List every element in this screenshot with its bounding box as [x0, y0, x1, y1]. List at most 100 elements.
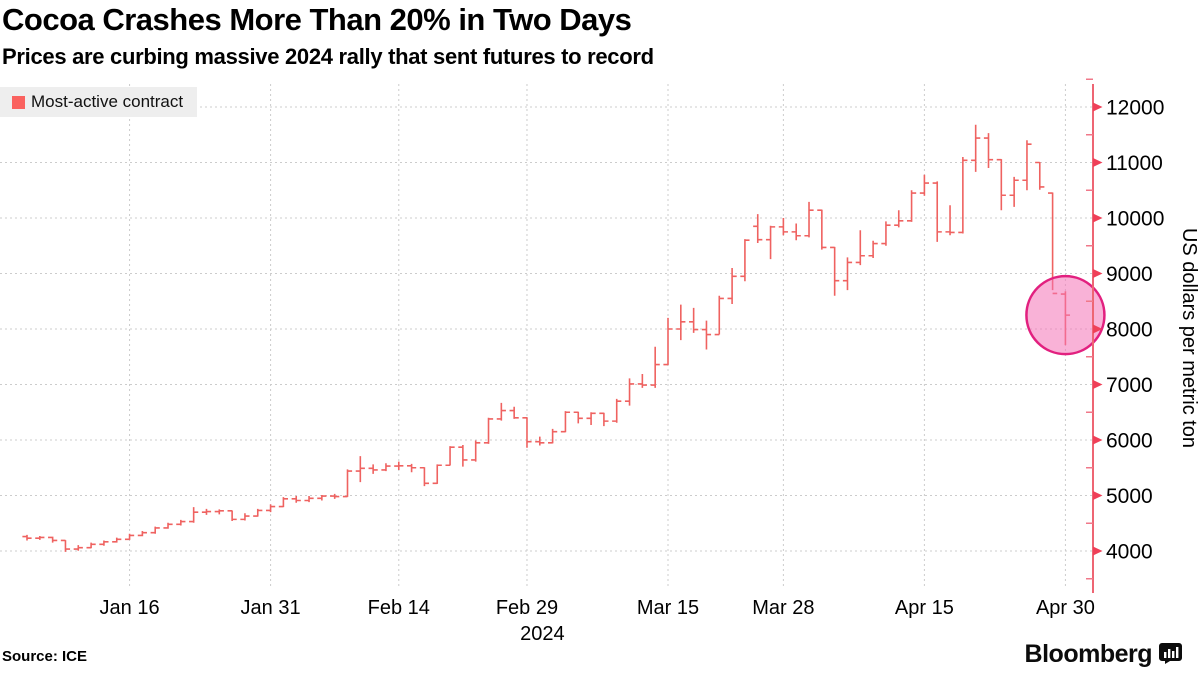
ohlc-bar-feb-27	[496, 402, 506, 421]
ohlc-bar-mar-18	[676, 304, 686, 341]
ohlc-bar-apr-8	[855, 230, 865, 266]
ohlc-bar-feb-22	[458, 444, 468, 467]
ohlc-bar-jan-4	[35, 536, 45, 540]
ohlc-bar-jan-5	[48, 536, 58, 543]
ohlc-bar-jan-19	[163, 522, 173, 529]
ohlc-bar-mar-1	[535, 436, 545, 446]
y-axis	[1086, 78, 1103, 593]
svg-text:8000: 8000	[1106, 319, 1153, 342]
ohlc-bar-jan-8	[60, 539, 71, 552]
svg-text:Apr 30: Apr 30	[1036, 597, 1095, 619]
ohlc-bar-mar-13	[637, 373, 647, 388]
ohlc-bar-jan-16	[124, 533, 135, 541]
ohlc-bar-jan-25	[214, 509, 224, 515]
ohlc-bar-jan-26	[227, 509, 237, 522]
ohlc-bar-jan-23	[189, 507, 199, 523]
ohlc-bar-mar-12	[624, 378, 635, 406]
ohlc-bar-mar-8	[599, 412, 609, 427]
ohlc-bar-jan-3	[22, 534, 32, 541]
ohlc-bar-feb-26	[483, 417, 494, 444]
ohlc-bar-jan-9	[73, 545, 83, 551]
svg-text:12000: 12000	[1106, 97, 1164, 120]
ohlc-bar-feb-12	[368, 464, 378, 474]
svg-text:10000: 10000	[1106, 208, 1164, 231]
ohlc-bar-jan-17	[137, 531, 147, 537]
ohlc-bar-apr-19	[971, 124, 981, 172]
ohlc-bar-apr-16	[932, 181, 942, 242]
ohlc-bar-feb-21	[445, 446, 455, 467]
ohlc-bar-apr-10	[881, 221, 891, 246]
ohlc-bar-mar-5	[560, 411, 571, 433]
ohlc-bar-jan-31	[265, 504, 276, 513]
svg-text:9000: 9000	[1106, 263, 1153, 286]
chart-title: Cocoa Crashes More Than 20% in Two Days	[2, 2, 632, 37]
ohlc-bar-apr-5	[842, 257, 853, 291]
svg-text:Mar 28: Mar 28	[752, 597, 814, 619]
ohlc-bar-mar-25	[740, 239, 750, 282]
ohlc-bar-apr-22	[983, 133, 994, 169]
ohlc-bar-apr-17	[945, 205, 955, 236]
legend-label: Most-active contract	[31, 92, 184, 111]
ohlc-bar-apr-23	[996, 158, 1006, 211]
ohlc-bar-jan-10	[86, 542, 96, 549]
ohlc-bar-jan-22	[176, 519, 186, 526]
ohlc-bar-jan-18	[150, 526, 160, 534]
ohlc-bar-apr-1	[791, 223, 801, 241]
svg-text:6000: 6000	[1106, 430, 1153, 453]
ohlc-bar-mar-22	[727, 267, 737, 305]
ohlc-bar-feb-2	[291, 496, 301, 503]
ohlc-bar-apr-2	[804, 201, 814, 238]
ohlc-bar-feb-5	[304, 496, 314, 503]
ohlc-bars	[22, 124, 1071, 552]
bloomberg-wordmark: Bloomberg	[1024, 640, 1153, 668]
ohlc-bar-feb-1	[278, 497, 288, 508]
ohlc-bar-feb-14	[394, 461, 404, 470]
svg-text:Jan 31: Jan 31	[241, 597, 301, 619]
svg-text:11000: 11000	[1106, 152, 1163, 175]
ohlc-bar-mar-4	[548, 428, 558, 444]
ohlc-bar-jan-24	[201, 508, 212, 515]
ohlc-bar-apr-12	[906, 190, 917, 222]
ohlc-bar-feb-20	[432, 464, 442, 485]
svg-text:5000: 5000	[1106, 485, 1153, 508]
ohlc-bar-feb-28	[509, 406, 519, 419]
ohlc-bar-apr-25	[1022, 140, 1032, 191]
svg-text:Feb 14: Feb 14	[368, 597, 430, 619]
ohlc-bar-mar-27	[765, 225, 776, 260]
ohlc-bar-mar-21	[714, 295, 724, 336]
ohlc-bar-feb-8	[342, 469, 353, 498]
svg-text:Mar 15: Mar 15	[637, 597, 699, 619]
ohlc-bar-mar-6	[573, 411, 583, 424]
ohlc-bar-feb-7	[330, 493, 340, 499]
x-tick-labels: Jan 16 Jan 31 Feb 14 Feb 29 Mar 15 Mar 28 Apr …	[100, 597, 1095, 619]
vertical-gridlines	[129, 84, 1066, 588]
legend-swatch-icon	[12, 95, 25, 109]
ohlc-bar-mar-26	[753, 214, 763, 243]
ohlc-bar-feb-23	[471, 440, 481, 462]
svg-text:Apr 15: Apr 15	[895, 597, 954, 619]
svg-text:4000: 4000	[1106, 541, 1153, 564]
bloomberg-logo: Bloomberg	[1025, 640, 1182, 669]
ohlc-bar-jan-29	[240, 513, 250, 521]
ohlc-bar-feb-29	[522, 417, 532, 448]
ohlc-bar-mar-28	[778, 218, 788, 236]
ohlc-bar-feb-9	[355, 456, 365, 483]
ohlc-bar-feb-13	[381, 463, 391, 472]
ohlc-bar-apr-18	[958, 156, 968, 234]
y-axis-title: US dollars per metric ton	[1178, 228, 1200, 448]
ohlc-bar-jan-30	[253, 508, 263, 517]
ohlc-bar-apr-26	[1035, 161, 1045, 190]
legend: Most-active contract	[0, 87, 198, 117]
ohlc-bar-apr-9	[868, 240, 878, 258]
svg-text:Feb 29: Feb 29	[496, 597, 558, 619]
ohlc-bar-mar-19	[689, 307, 699, 333]
svg-text:7000: 7000	[1106, 374, 1153, 397]
ohlc-bar-mar-14	[650, 346, 660, 388]
ohlc-bar-mar-15	[663, 317, 673, 366]
bloomberg-terminal-icon	[1159, 642, 1182, 669]
ohlc-bar-jan-12	[112, 537, 122, 543]
source-attribution: Source: ICE	[2, 648, 88, 665]
ohlc-bar-feb-15	[407, 463, 417, 473]
